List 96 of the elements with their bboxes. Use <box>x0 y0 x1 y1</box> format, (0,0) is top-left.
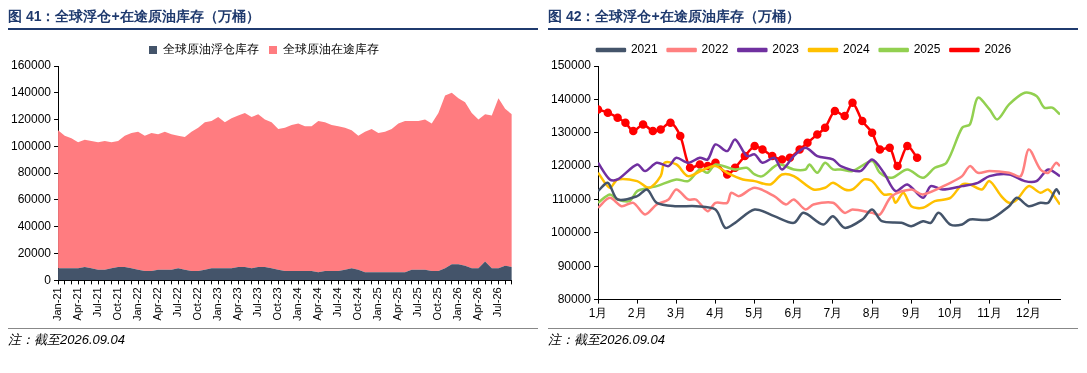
x-tick-label: 1月 <box>588 306 608 321</box>
y-tick-label: 130000 <box>551 125 592 140</box>
x-tick-label: Jan-25 <box>371 287 384 322</box>
x-tick-label: Jan-21 <box>51 287 64 322</box>
legend-label: 2022 <box>701 42 729 57</box>
point <box>676 131 685 141</box>
text: 注：截至2026.09.04 <box>548 331 1078 349</box>
point <box>912 153 922 163</box>
point <box>758 145 767 154</box>
x-tick-label: Jul-25 <box>411 287 424 318</box>
x-tick-label: Oct-22 <box>191 287 204 321</box>
y-tick-label: 90000 <box>557 258 592 273</box>
y-tick-label: 40000 <box>17 219 52 234</box>
x-tick-label: Apr-25 <box>391 287 404 321</box>
x-tick-label: 2月 <box>627 306 647 321</box>
x-tick-label: 3月 <box>667 306 686 321</box>
x-tick-label: Jul-22 <box>171 287 184 318</box>
legend-label: 2025 <box>913 42 941 57</box>
x-tick-label: 5月 <box>745 306 764 321</box>
point <box>867 128 877 137</box>
x-tick-label: Oct-21 <box>111 287 124 321</box>
point <box>875 145 885 154</box>
x-tick-label: Jul-24 <box>331 287 344 318</box>
x-tick-label: 8月 <box>862 306 882 321</box>
point <box>885 143 894 153</box>
legend-label: 全球原油在途库存 <box>283 42 379 57</box>
point <box>603 108 613 117</box>
y-tick-label: 150000 <box>551 58 592 73</box>
point <box>903 141 912 151</box>
x-tick-label: 11月 <box>977 306 1002 321</box>
point <box>685 163 695 173</box>
x-tick-label: Jan-22 <box>131 287 144 322</box>
x-tick-label: 9月 <box>901 306 921 321</box>
point <box>695 160 705 169</box>
y-tick-label: 140000 <box>551 91 592 106</box>
x-tick-label: 6月 <box>784 306 804 321</box>
y-tick-label: 120000 <box>551 158 592 173</box>
x-tick-label: Jan-23 <box>211 287 224 322</box>
x-tick-label: Jan-24 <box>291 287 304 322</box>
y-tick-label: 60000 <box>17 192 52 207</box>
point <box>638 120 648 129</box>
legend-label: 全球原油浮仓库存 <box>163 42 259 57</box>
x-tick-label: Jul-26 <box>491 287 504 318</box>
y-tick-label: 110000 <box>551 191 592 206</box>
x-tick-label: Jul-21 <box>91 287 104 318</box>
x-tick-label: Apr-23 <box>231 287 244 321</box>
y-tick-label: 100000 <box>11 138 52 153</box>
y-tick-label: 140000 <box>11 85 52 100</box>
point <box>750 141 759 151</box>
point <box>621 118 630 127</box>
y-tick-label: 100000 <box>551 225 592 240</box>
line-series <box>598 160 1060 210</box>
point <box>893 161 902 171</box>
x-tick-label: Apr-22 <box>151 287 164 321</box>
point <box>656 125 665 134</box>
point <box>613 113 622 122</box>
point <box>830 106 840 116</box>
point <box>820 123 830 132</box>
chart-title: 图 42：全球浮仓+在途原油库存（万桶） <box>548 8 1078 30</box>
x-tick-label: Oct-25 <box>431 287 444 321</box>
y-tick-label: 80000 <box>17 165 52 180</box>
x-tick-label: Jan-26 <box>451 287 464 322</box>
legend-label: 2026 <box>984 42 1012 57</box>
point <box>666 118 675 127</box>
point <box>858 116 867 126</box>
point <box>813 130 822 139</box>
point <box>840 111 849 121</box>
x-tick-label: Oct-23 <box>271 287 284 321</box>
legend-label: 2024 <box>843 42 871 57</box>
legend-label: 2023 <box>772 42 800 57</box>
line-series <box>598 138 1060 200</box>
x-tick-label: 10月 <box>937 306 964 321</box>
point <box>648 126 658 136</box>
legend-label: 2021 <box>630 42 658 57</box>
y-tick-label: 20000 <box>17 245 52 260</box>
line-series <box>598 91 1060 205</box>
x-tick-label: Apr-26 <box>471 287 484 321</box>
x-tick-label: Oct-24 <box>351 287 364 321</box>
x-tick-label: 4月 <box>706 306 725 321</box>
x-tick-label: Jul-23 <box>251 287 264 318</box>
line-series <box>598 148 1060 216</box>
point <box>848 98 857 107</box>
point <box>803 138 812 147</box>
point <box>777 155 787 164</box>
point <box>629 126 638 136</box>
x-tick-label: Apr-24 <box>311 287 324 321</box>
text: 注：截至2026.09.04 <box>8 331 538 349</box>
x-tick-label: Apr-21 <box>71 287 84 321</box>
x-tick-label: 12月 <box>1016 306 1042 321</box>
x-tick-label: 7月 <box>823 306 843 321</box>
y-tick-label: 120000 <box>11 111 52 126</box>
y-tick-label: 0 <box>44 272 52 287</box>
line-series <box>598 181 1060 230</box>
y-tick-label: 160000 <box>11 58 52 73</box>
y-tick-label: 80000 <box>557 291 592 306</box>
chart-title: 图 41：全球浮仓+在途原油库存（万桶） <box>8 8 538 30</box>
